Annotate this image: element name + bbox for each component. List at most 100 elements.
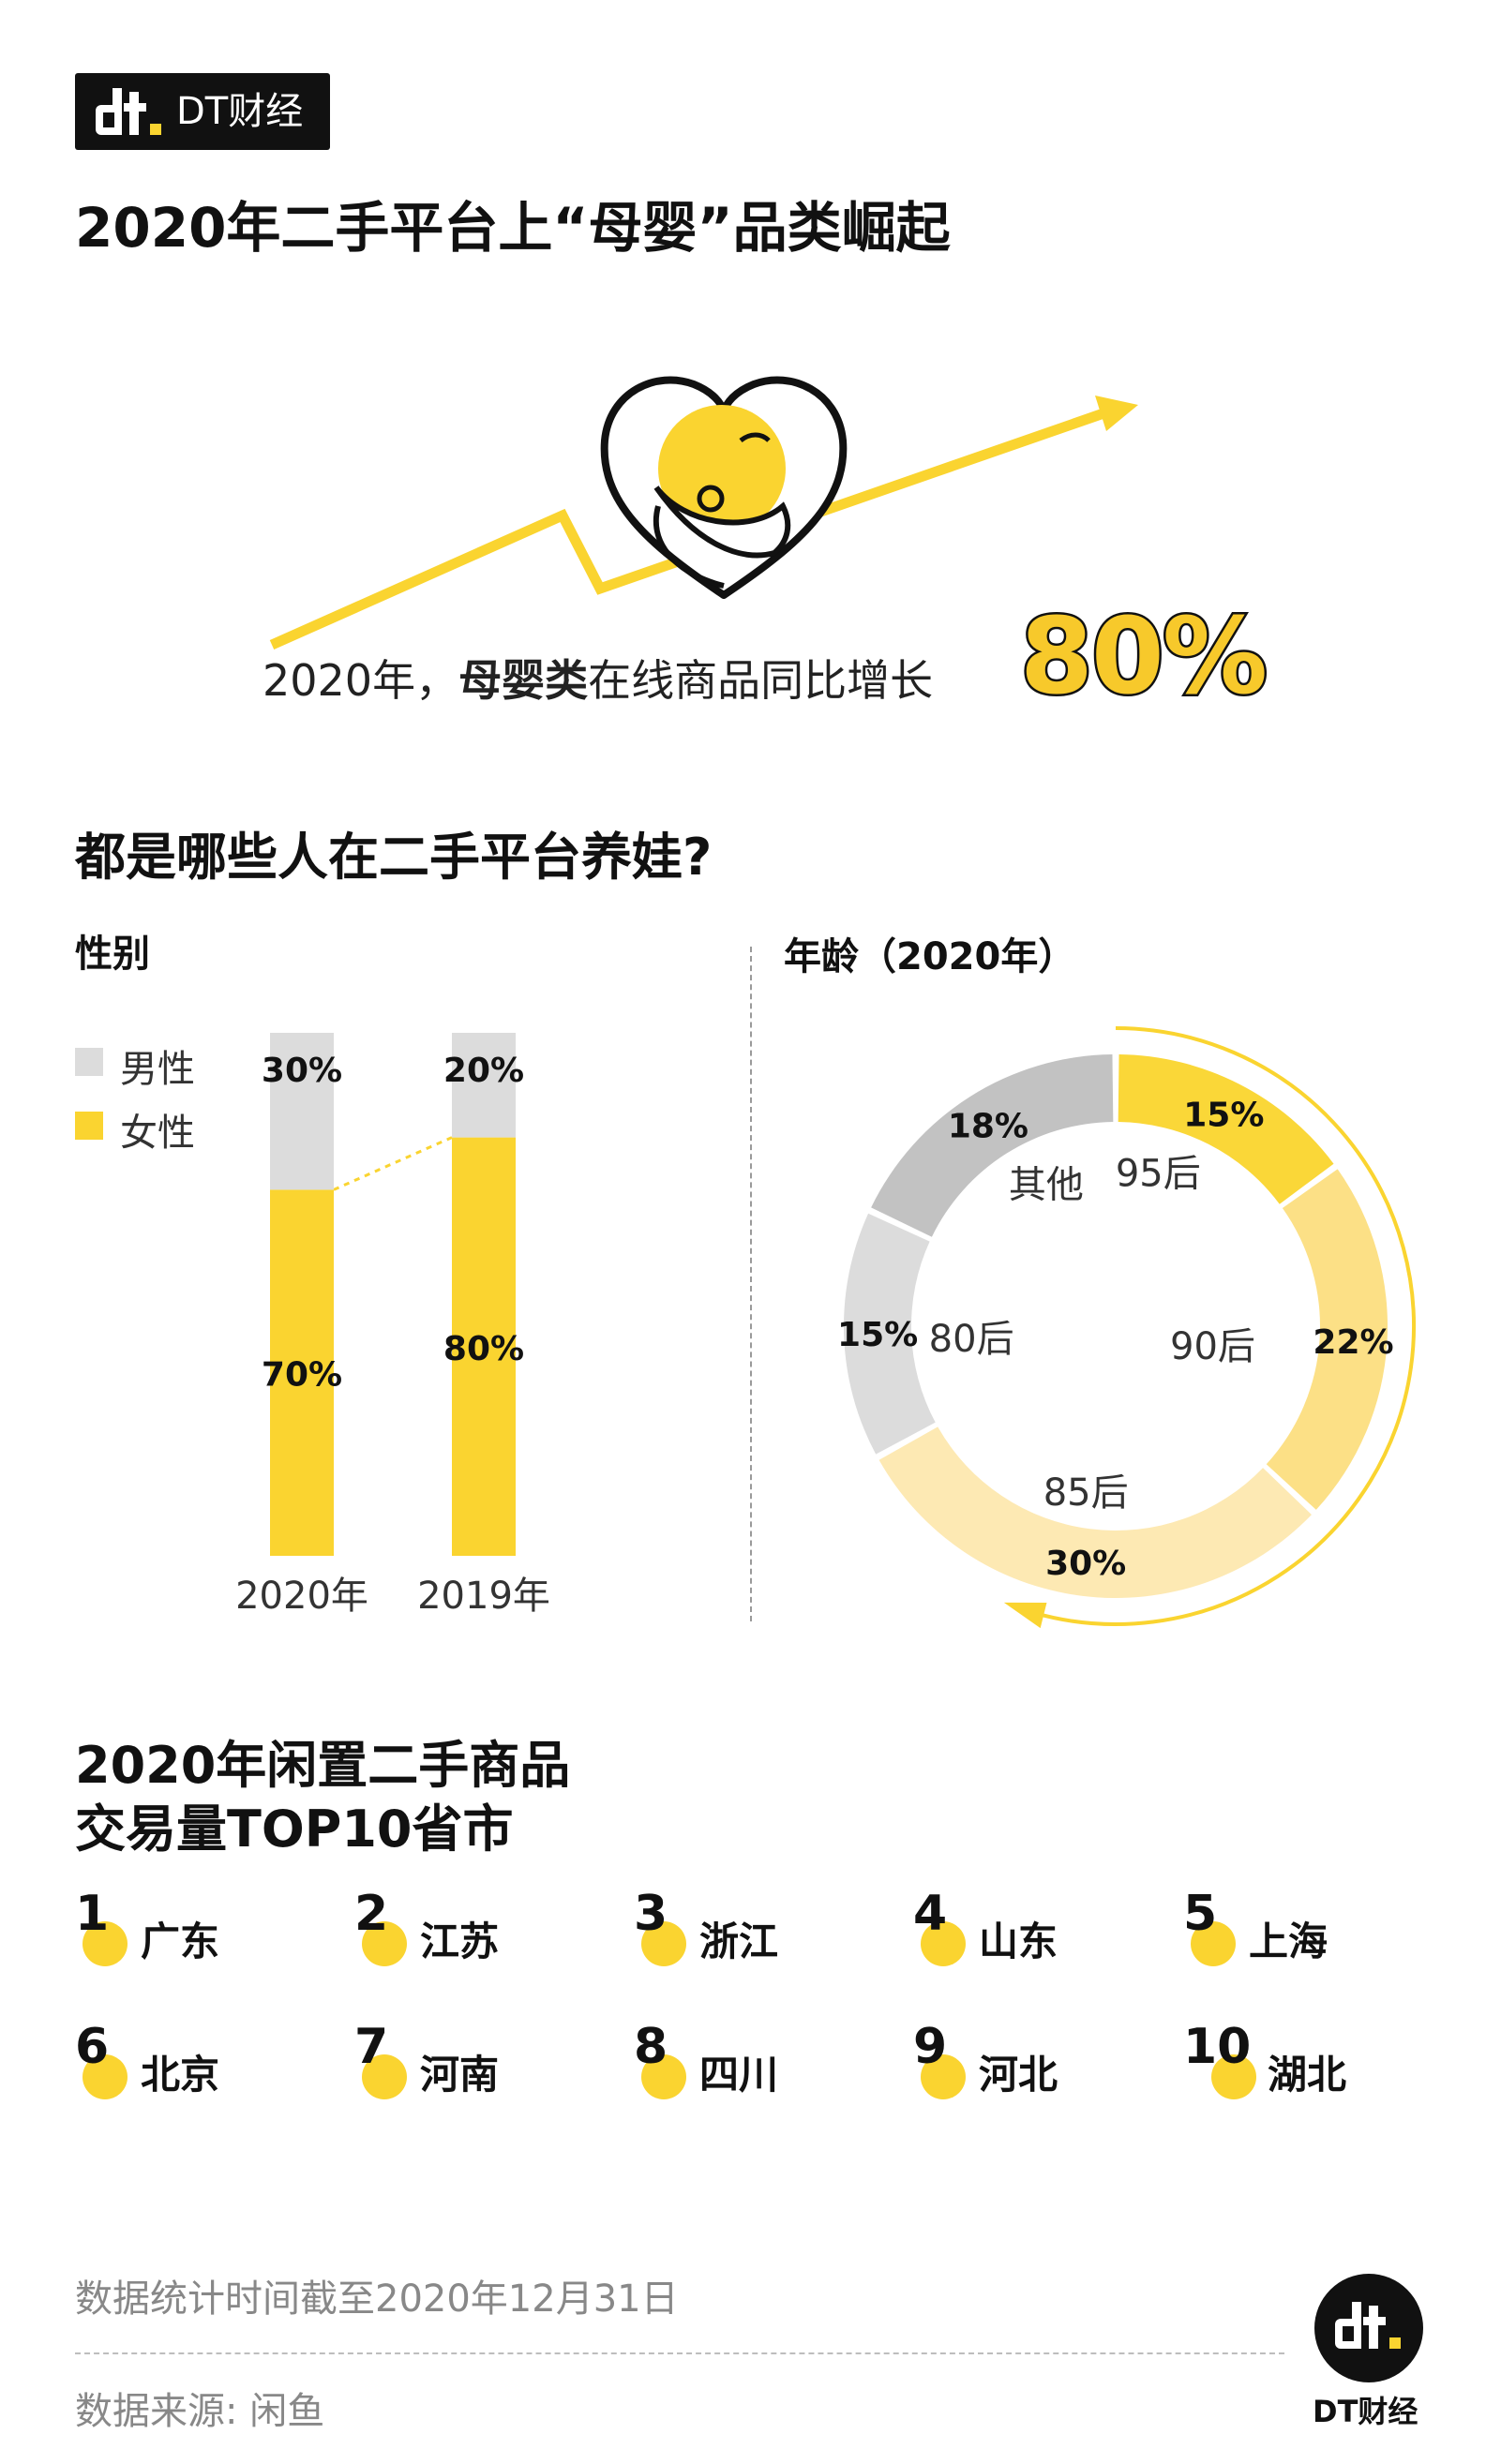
donut-pct-label: 18% [948, 1108, 1028, 1146]
section-title: 都是哪些人在二手平台养娃? [75, 828, 713, 887]
donut-age-label: 85后 [1043, 1471, 1129, 1515]
donut-slice [871, 1054, 1114, 1237]
donut-slice [1118, 1054, 1334, 1204]
rank-badge-circle [921, 1921, 966, 1966]
age-donut-chart: 15% 95后 22% 90后 30% 85后 15% 80后 18% 其他 [837, 1026, 1416, 1629]
rank-province-name: 河南 [420, 2052, 500, 2098]
donut-age-label: 80后 [929, 1318, 1014, 1361]
rank-province-name: 广东 [141, 1919, 220, 1964]
ranking-title-line1: 2020年闲置二手商品 [75, 1736, 571, 1795]
ranking-item: 6 北京 [75, 2019, 338, 2111]
rank-number: 9 [913, 2019, 948, 2075]
ranking-title: 2020年闲置二手商品 交易量TOP10省市 [75, 1734, 570, 1861]
rank-number: 8 [634, 2019, 668, 2075]
bar-connector-line [333, 1136, 453, 1191]
bar-female-2 [452, 1137, 516, 1556]
rank-province-name: 上海 [1249, 1919, 1328, 1964]
footer-divider [75, 2352, 1284, 2354]
ranking-item: 10 湖北 [1183, 2019, 1446, 2111]
donut-arc-arrowhead [1003, 1602, 1047, 1629]
rank-number: 6 [75, 2019, 110, 2075]
ranking-item: 8 四川 [634, 2019, 896, 2111]
donut-pct-label: 15% [1183, 1097, 1264, 1135]
brand-name: DT财经 [176, 90, 304, 133]
legend-swatch-male [75, 1048, 103, 1076]
rank-province-name: 湖北 [1268, 2052, 1347, 2098]
gender-chart-title: 性别 [75, 933, 150, 976]
rank-province-name: 浙江 [699, 1919, 779, 1964]
bar-value-label: 30% [262, 1052, 342, 1090]
bar-female-1 [270, 1189, 334, 1556]
donut-pct-label: 22% [1313, 1323, 1393, 1362]
donut-slice [878, 1426, 1312, 1598]
rank-province-name: 山东 [979, 1919, 1058, 1964]
ranking-item: 5 上海 [1183, 1886, 1446, 1978]
bar-value-label: 70% [262, 1356, 342, 1395]
footer-brand: DT财经 [1313, 2394, 1418, 2429]
hero-caption-prefix: 2020年， [263, 655, 459, 706]
growth-arrow-line [269, 407, 1108, 650]
donut-age-label: 其他 [1009, 1164, 1084, 1207]
ranking-item: 2 江苏 [354, 1886, 617, 1978]
rank-badge-circle [1191, 1921, 1236, 1966]
rank-number: 5 [1183, 1886, 1218, 1942]
rank-number: 2 [354, 1886, 389, 1942]
rank-badge-circle [641, 1921, 686, 1966]
ranking-item: 7 河南 [354, 2019, 617, 2111]
bar-value-label: 20% [443, 1052, 524, 1090]
age-chart-title: 年龄（2020年） [784, 935, 1076, 978]
rank-number: 1 [75, 1886, 110, 1942]
growth-percentage: 80% [1017, 594, 1269, 721]
rank-number: 7 [354, 2019, 389, 2075]
hero-caption-suffix: 在线商品同比增长 [588, 655, 934, 706]
ranking-item: 3 浙江 [634, 1886, 896, 1978]
page-title: 2020年二手平台上“母婴”品类崛起 [75, 196, 951, 260]
section-divider [750, 947, 752, 1621]
footer-logo-badge [1314, 2274, 1423, 2382]
donut-pct-label: 15% [837, 1316, 918, 1354]
hero-caption-category: 母婴类 [458, 655, 589, 706]
bar-category-label: 2019年 [417, 1575, 550, 1618]
rank-number: 10 [1183, 2019, 1252, 2075]
legend-label-female: 女性 [120, 1112, 195, 1155]
ranking-title-line2: 交易量TOP10省市 [75, 1799, 514, 1859]
rank-badge-circle [641, 2054, 686, 2099]
rank-province-name: 河北 [979, 2052, 1058, 2098]
rank-province-name: 江苏 [420, 1919, 500, 1964]
footer-note: 数据统计时间截至2020年12月31日 [75, 2277, 679, 2321]
rank-badge-circle [921, 2054, 966, 2099]
ranking-item: 4 山东 [913, 1886, 1176, 1978]
rank-badge-circle [83, 2054, 128, 2099]
rank-badge-circle [83, 1921, 128, 1966]
hero-illustration [269, 376, 1138, 650]
bar-male-2 [452, 1033, 516, 1138]
bar-value-label: 80% [443, 1330, 524, 1368]
legend-label-male: 男性 [120, 1048, 195, 1091]
dt-logo-icon [1335, 2302, 1401, 2349]
rank-province-name: 北京 [141, 2052, 220, 2098]
ranking-item: 9 河北 [913, 2019, 1176, 2111]
gender-bar-chart: 70% 30% 2020年 80% 20% 2019年 [235, 1033, 550, 1618]
growth-arrow-head [1095, 396, 1138, 431]
bar-category-label: 2020年 [235, 1575, 368, 1618]
donut-outer-arc [1032, 1026, 1416, 1626]
rank-badge-circle [362, 2054, 407, 2099]
donut-age-label: 95后 [1116, 1153, 1201, 1196]
rank-number: 3 [634, 1886, 668, 1942]
donut-slice [844, 1213, 936, 1455]
rank-badge-circle [362, 1921, 407, 1966]
dt-logo-icon [96, 88, 161, 135]
brand-logo: DT财经 [75, 73, 330, 150]
rank-badge-circle [1211, 2054, 1256, 2099]
donut-slice [1266, 1169, 1388, 1510]
heart-baby-icon [600, 376, 848, 599]
ranking-item: 1 广东 [75, 1886, 338, 1978]
rank-province-name: 四川 [699, 2052, 779, 2098]
donut-age-label: 90后 [1170, 1325, 1255, 1368]
footer-source: 数据来源: 闲鱼 [75, 2390, 325, 2433]
rank-number: 4 [913, 1886, 948, 1942]
bar-male-1 [270, 1033, 334, 1190]
legend-swatch-female [75, 1112, 103, 1140]
donut-pct-label: 30% [1045, 1545, 1126, 1583]
